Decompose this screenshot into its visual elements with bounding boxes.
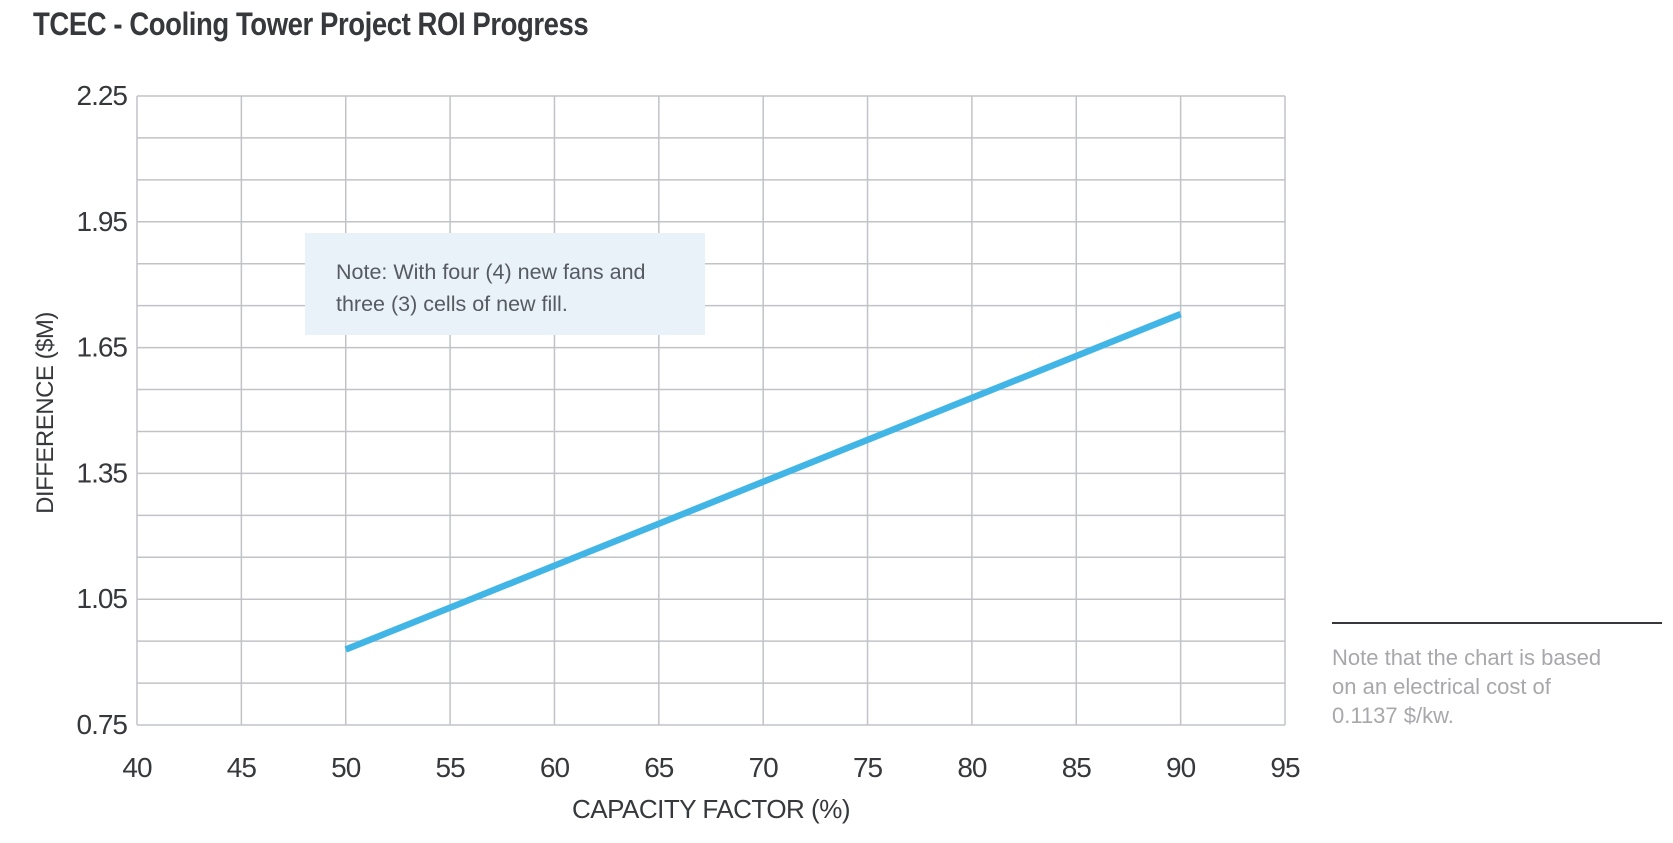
- y-tick-label: 1.05: [77, 583, 128, 614]
- x-axis-title: CAPACITY FACTOR (%): [572, 794, 851, 824]
- x-tick-label: 70: [749, 752, 779, 783]
- side-note-divider: [1332, 622, 1662, 624]
- x-tick-label: 55: [436, 752, 466, 783]
- side-note-text: Note that the chart is based on an elect…: [1332, 645, 1602, 728]
- x-tick-label: 90: [1166, 752, 1196, 783]
- x-tick-label: 85: [1062, 752, 1092, 783]
- x-tick-label: 45: [227, 752, 257, 783]
- y-tick-label: 0.75: [77, 709, 128, 740]
- x-tick-label: 40: [122, 752, 152, 783]
- y-tick-label: 1.95: [77, 206, 128, 237]
- y-tick-label: 1.65: [77, 332, 128, 363]
- x-tick-label: 65: [644, 752, 674, 783]
- x-tick-label: 60: [540, 752, 570, 783]
- y-axis-title: DIFFERENCE ($M): [32, 312, 59, 514]
- y-tick-label: 2.25: [77, 80, 128, 111]
- chart-title: TCEC - Cooling Tower Project ROI Progres…: [33, 6, 589, 42]
- x-tick-label: 50: [331, 752, 361, 783]
- x-tick-label: 80: [957, 752, 987, 783]
- y-tick-label: 1.35: [77, 457, 128, 488]
- chart-annotation-text: Note: With four (4) new fans and three (…: [336, 260, 646, 316]
- x-tick-label: 75: [853, 752, 883, 783]
- chart-annotation-note: Note: With four (4) new fans and three (…: [305, 233, 705, 335]
- x-tick-label: 95: [1270, 752, 1300, 783]
- roi-series-line: [344, 311, 1182, 653]
- side-note: Note that the chart is based on an elect…: [1332, 622, 1662, 730]
